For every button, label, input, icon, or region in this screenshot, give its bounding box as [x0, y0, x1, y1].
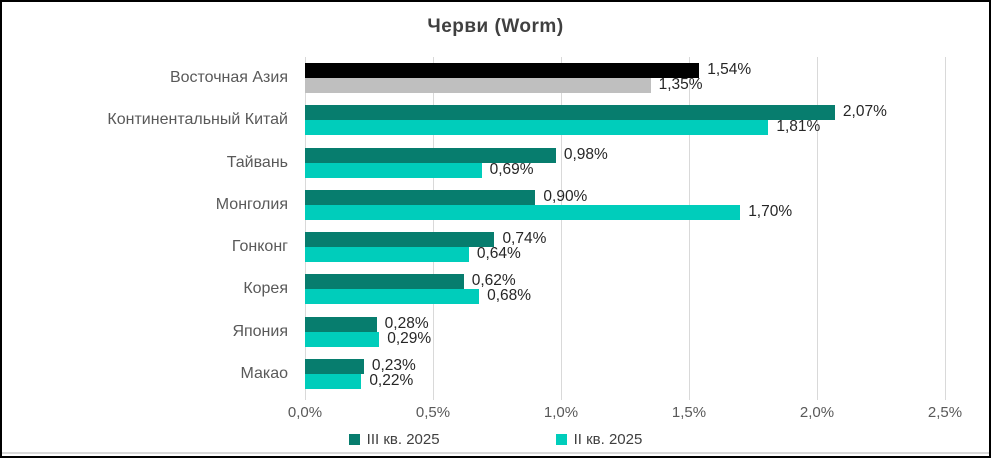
bar-q3 [305, 189, 536, 205]
bar-q3 [305, 232, 495, 248]
data-label: 0,23% [371, 356, 416, 374]
bar-q2 [305, 289, 480, 305]
category-label: Континентальный Китай [107, 111, 288, 129]
x-axis-tick-label: 1,0% [543, 404, 579, 421]
data-label: 0,68% [487, 287, 532, 305]
x-axis-tick-label: 0,0% [287, 404, 323, 421]
gridline [305, 57, 306, 400]
category-label: Макао [240, 364, 288, 382]
bar-q3 [305, 274, 464, 290]
legend-item: III кв. 2025 [348, 431, 440, 448]
category-label: Восточная Азия [169, 69, 288, 87]
data-label: 0,64% [476, 245, 521, 263]
bar-q2 [305, 331, 380, 347]
legend: III кв. 2025 II кв. 2025 [2, 431, 989, 448]
x-axis-tick-label: 2,5% [927, 404, 963, 421]
data-label: 2,07% [842, 103, 887, 121]
x-axis-tick-label: 1,5% [671, 404, 707, 421]
data-label: 0,22% [369, 371, 414, 389]
gridline [945, 57, 946, 400]
legend-label: II кв. 2025 [573, 431, 643, 448]
data-label: 0,90% [543, 187, 588, 205]
category-label: Монголия [215, 195, 288, 213]
bar-q3 [305, 63, 700, 79]
data-label: 0,28% [384, 314, 429, 332]
chart-title: Черви (Worm) [427, 16, 564, 37]
data-label: 1,70% [748, 202, 793, 220]
legend-label: III кв. 2025 [366, 431, 440, 448]
bar-q2 [305, 78, 651, 94]
gridline [433, 57, 434, 400]
bottom-divider [2, 452, 989, 454]
gridline [689, 57, 690, 400]
bar-q2 [305, 120, 769, 136]
data-label: 0,29% [387, 329, 432, 347]
category-label: Корея [243, 280, 288, 298]
bar-q3 [305, 105, 835, 121]
data-label: 0,69% [489, 160, 534, 178]
legend-item: II кв. 2025 [555, 431, 643, 448]
data-label: 1,81% [776, 118, 821, 136]
category-label: Гонконг [231, 238, 288, 256]
bar-q3 [305, 147, 556, 163]
bar-q2 [305, 162, 482, 178]
bar-q3 [305, 316, 377, 332]
legend-swatch-icon [555, 434, 567, 445]
bar-q3 [305, 358, 364, 374]
bar-q2 [305, 373, 362, 389]
data-label: 0,62% [471, 272, 516, 290]
x-axis-tick-label: 0,5% [415, 404, 451, 421]
category-label: Япония [232, 322, 288, 340]
data-label: 0,98% [563, 145, 608, 163]
data-label: 1,54% [707, 61, 752, 79]
legend-swatch-icon [348, 434, 360, 445]
data-label: 1,35% [658, 76, 703, 94]
category-label: Тайвань [226, 153, 288, 171]
x-axis-tick-label: 2,0% [799, 404, 835, 421]
gridline [561, 57, 562, 400]
data-label: 0,74% [502, 230, 547, 248]
bar-q2 [305, 247, 469, 263]
bar-q2 [305, 204, 741, 220]
gridline [817, 57, 818, 400]
